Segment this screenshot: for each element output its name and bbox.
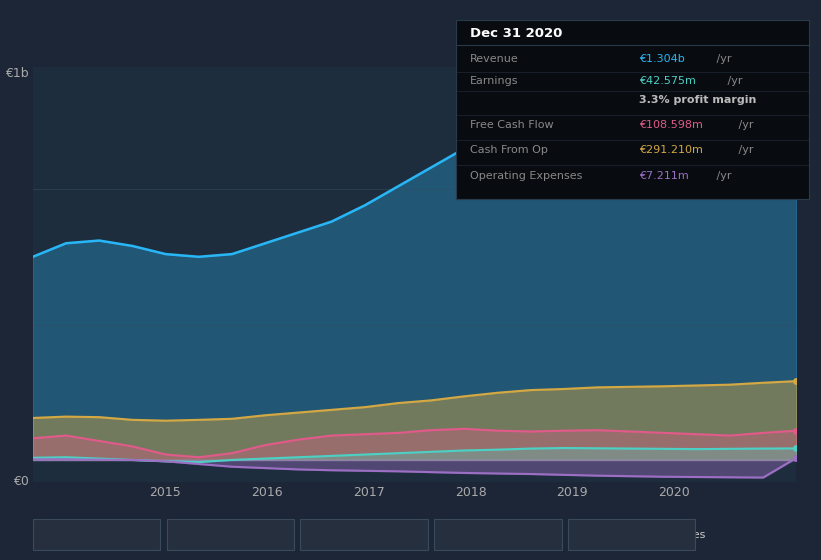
Text: ●: ● — [445, 530, 453, 540]
Text: €42.575m: €42.575m — [640, 76, 696, 86]
Text: €108.598m: €108.598m — [640, 120, 703, 130]
Point — [790, 426, 803, 435]
Text: /yr: /yr — [713, 54, 732, 64]
Text: €1b: €1b — [6, 67, 29, 80]
Point — [790, 444, 803, 453]
Text: €0: €0 — [13, 475, 29, 488]
Text: Operating Expenses: Operating Expenses — [593, 530, 705, 540]
Text: Revenue: Revenue — [470, 54, 519, 64]
Text: Cash From Op: Cash From Op — [470, 146, 548, 156]
Text: Revenue: Revenue — [57, 530, 106, 540]
Text: ●: ● — [44, 530, 52, 540]
Text: ●: ● — [177, 530, 186, 540]
Text: /yr: /yr — [713, 170, 732, 180]
Text: €291.210m: €291.210m — [640, 146, 703, 156]
Text: Earnings: Earnings — [191, 530, 240, 540]
Text: 3.3% profit margin: 3.3% profit margin — [640, 95, 757, 105]
Text: €1.304b: €1.304b — [640, 54, 685, 64]
Text: ●: ● — [579, 530, 587, 540]
Text: Operating Expenses: Operating Expenses — [470, 170, 582, 180]
Text: /yr: /yr — [724, 76, 742, 86]
Text: Dec 31 2020: Dec 31 2020 — [470, 27, 562, 40]
Text: ●: ● — [311, 530, 319, 540]
Point — [790, 102, 803, 111]
Text: /yr: /yr — [735, 120, 753, 130]
Text: Free Cash Flow: Free Cash Flow — [325, 530, 409, 540]
Text: Cash From Op: Cash From Op — [459, 530, 537, 540]
Text: /yr: /yr — [735, 146, 753, 156]
Point — [790, 377, 803, 386]
Text: Earnings: Earnings — [470, 76, 518, 86]
Text: €7.211m: €7.211m — [640, 170, 689, 180]
Text: Free Cash Flow: Free Cash Flow — [470, 120, 553, 130]
Point — [790, 454, 803, 463]
